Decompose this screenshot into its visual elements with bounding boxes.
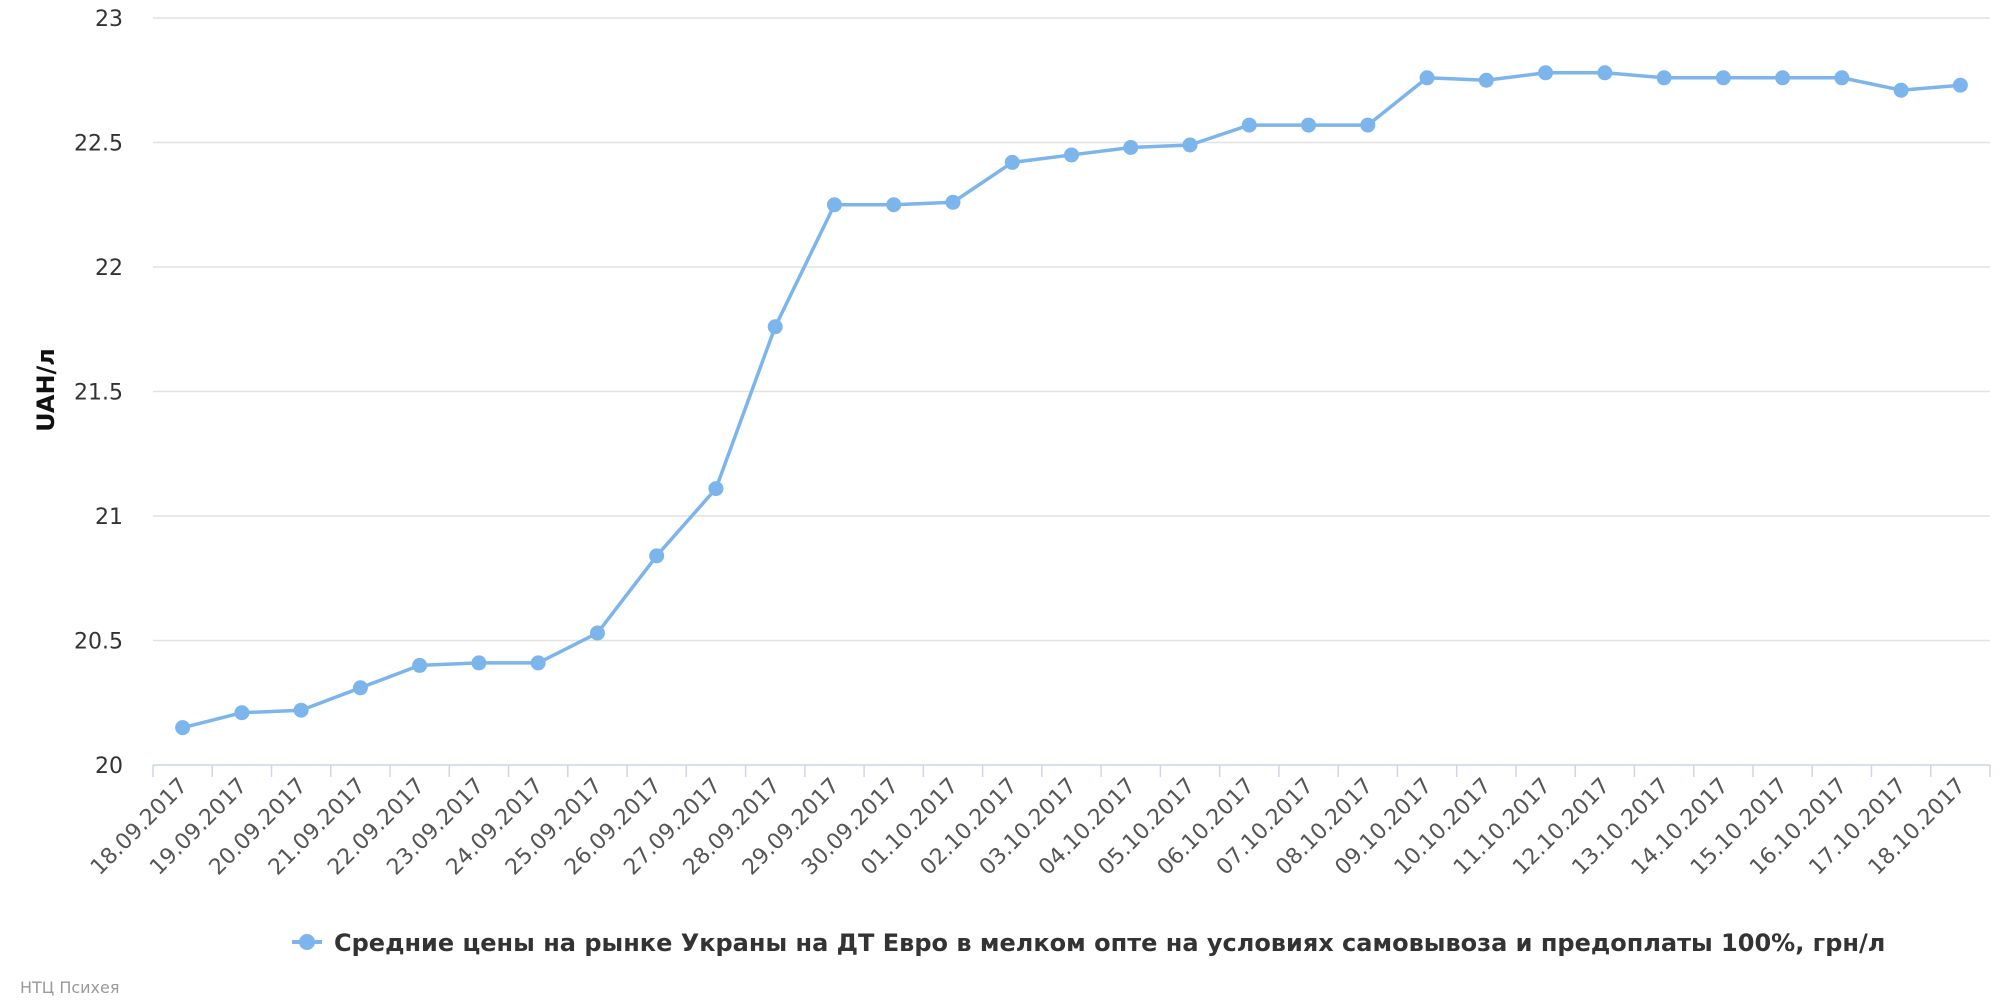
data-point[interactable] [1064,147,1079,163]
data-point[interactable] [1478,72,1494,88]
data-point[interactable] [175,720,191,736]
y-tick-label: 22.5 [74,132,123,157]
x-axis: 18.09.201719.09.201720.09.201721.09.2017… [86,764,1991,880]
data-point[interactable] [234,705,250,721]
y-tick-label: 21 [95,505,123,530]
credits-text[interactable]: НТЦ Психея [20,978,119,997]
data-point[interactable] [1656,70,1672,86]
y-axis-ticks: 20 20.5 21 21.5 22 22.5 23 [74,7,123,779]
data-point[interactable] [1241,117,1257,133]
data-point[interactable] [708,481,724,497]
data-point[interactable] [1004,154,1020,170]
data-point[interactable] [767,319,783,335]
data-point[interactable] [412,657,428,673]
data-point[interactable] [589,625,605,641]
data-point[interactable] [1775,70,1791,86]
data-point[interactable] [826,197,842,213]
data-point[interactable] [1360,117,1376,133]
data-point[interactable] [1952,77,1968,93]
data-point[interactable] [1715,70,1731,86]
data-point[interactable] [471,655,487,671]
y-tick-label: 22 [95,256,123,281]
data-point[interactable] [1419,70,1435,86]
data-point[interactable] [886,197,902,213]
series-line [180,71,1963,730]
y-tick-label: 21.5 [74,381,123,406]
data-point[interactable] [1893,82,1909,98]
data-point[interactable] [293,702,309,718]
y-axis-label: UAH/л [32,348,60,432]
data-point[interactable] [1301,117,1317,133]
data-point[interactable] [1123,139,1139,155]
data-point[interactable] [1182,137,1198,153]
grid-lines [153,17,1990,642]
data-point[interactable] [530,655,546,671]
legend[interactable]: Средние цены на рынке Украны на ДТ Евро … [292,929,1885,957]
data-point[interactable] [352,680,368,696]
legend-marker-icon [299,934,315,950]
y-tick-label: 23 [95,7,123,32]
legend-label: Средние цены на рынке Украны на ДТ Евро … [334,929,1885,957]
y-tick-label: 20 [95,754,123,779]
data-point[interactable] [1538,65,1554,81]
series-layer [175,65,1968,736]
data-point[interactable] [649,548,665,564]
data-point[interactable] [945,194,961,210]
y-tick-label: 20.5 [74,630,123,655]
data-point[interactable] [1834,70,1850,86]
data-point[interactable] [1597,65,1613,81]
